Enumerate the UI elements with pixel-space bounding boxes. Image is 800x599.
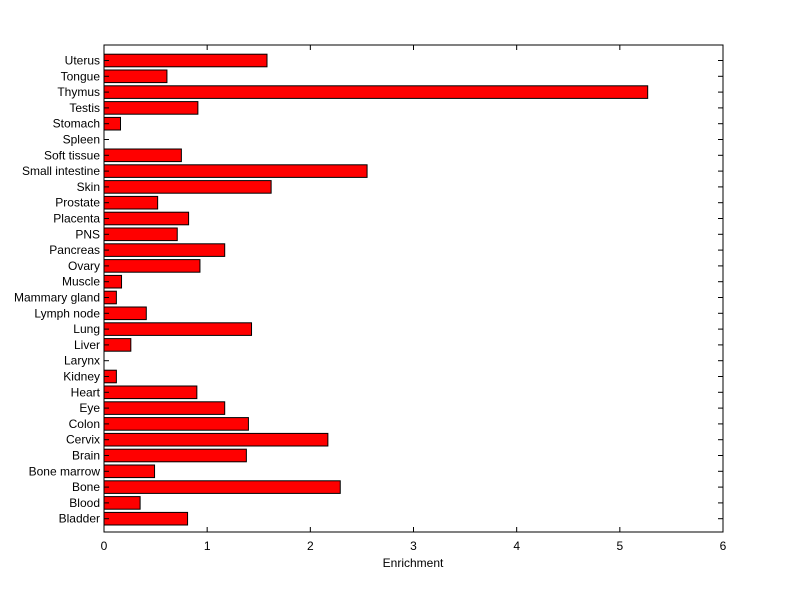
category-label-larynx: Larynx (64, 354, 100, 368)
category-label-lymph-node: Lymph node (34, 306, 100, 320)
x-tick-label-6: 6 (720, 539, 727, 553)
category-label-bone-marrow: Bone marrow (29, 464, 101, 478)
category-label-spleen: Spleen (63, 133, 100, 147)
category-label-mammary-gland: Mammary gland (14, 291, 100, 305)
bar-ovary (103, 259, 201, 273)
category-label-pancreas: Pancreas (49, 243, 100, 257)
category-label-stomach: Stomach (53, 117, 100, 131)
x-tick-label-0: 0 (101, 539, 108, 553)
bar-bladder (103, 511, 189, 526)
x-axis-label: Enrichment (383, 556, 444, 570)
bar-prostate (103, 195, 159, 210)
bar-uterus (103, 53, 268, 68)
category-label-lung: Lung (73, 322, 100, 336)
category-label-soft-tissue: Soft tissue (44, 148, 100, 162)
category-label-blood: Blood (69, 496, 100, 510)
category-label-brain: Brain (72, 449, 100, 463)
category-label-colon: Colon (69, 417, 100, 431)
category-label-small-intestine: Small intestine (22, 164, 100, 178)
category-label-thymus: Thymus (57, 85, 100, 99)
bar-bone-marrow (103, 464, 156, 479)
bar-heart (103, 385, 198, 400)
bar-soft-tissue (103, 148, 182, 163)
bar-bone (103, 480, 341, 494)
category-label-bladder: Bladder (59, 512, 100, 526)
category-label-bone: Bone (72, 480, 100, 494)
bar-colon (103, 417, 249, 431)
bar-thymus (103, 85, 649, 99)
bar-small-intestine (103, 164, 368, 178)
bar-testis (103, 101, 199, 115)
bar-tongue (103, 69, 168, 84)
bar-skin (103, 180, 272, 194)
bars-group (103, 53, 649, 526)
category-label-skin: Skin (77, 180, 100, 194)
bar-lung (103, 322, 253, 336)
category-label-tongue: Tongue (61, 69, 101, 83)
bar-brain (103, 448, 247, 463)
category-label-muscle: Muscle (62, 275, 100, 289)
category-label-ovary: Ovary (68, 259, 100, 273)
category-label-testis: Testis (69, 101, 100, 115)
x-tick-label-3: 3 (410, 539, 417, 553)
bar-lymph-node (103, 306, 147, 321)
bar-blood (103, 496, 141, 510)
category-label-kidney: Kidney (63, 370, 100, 384)
x-tick-label-2: 2 (307, 539, 314, 553)
x-ticks-group (103, 45, 724, 532)
bar-cervix (103, 432, 329, 447)
category-label-eye: Eye (79, 401, 100, 415)
x-tick-label-1: 1 (204, 539, 211, 553)
category-label-cervix: Cervix (66, 433, 100, 447)
bar-placenta (103, 211, 190, 226)
category-label-placenta: Placenta (53, 212, 100, 226)
category-label-liver: Liver (74, 338, 100, 352)
x-tick-label-5: 5 (616, 539, 623, 553)
category-label-uterus: Uterus (65, 54, 100, 68)
bar-eye (103, 401, 226, 415)
bar-pancreas (103, 243, 226, 257)
bar-pns (103, 227, 178, 242)
y-ticks-group (104, 60, 723, 520)
category-label-heart: Heart (71, 385, 101, 399)
category-label-prostate: Prostate (55, 196, 100, 210)
x-tick-labels-group: 0 1 2 3 4 5 6 (101, 539, 727, 553)
x-tick-label-4: 4 (513, 539, 520, 553)
category-label-pns: PNS (75, 227, 100, 241)
